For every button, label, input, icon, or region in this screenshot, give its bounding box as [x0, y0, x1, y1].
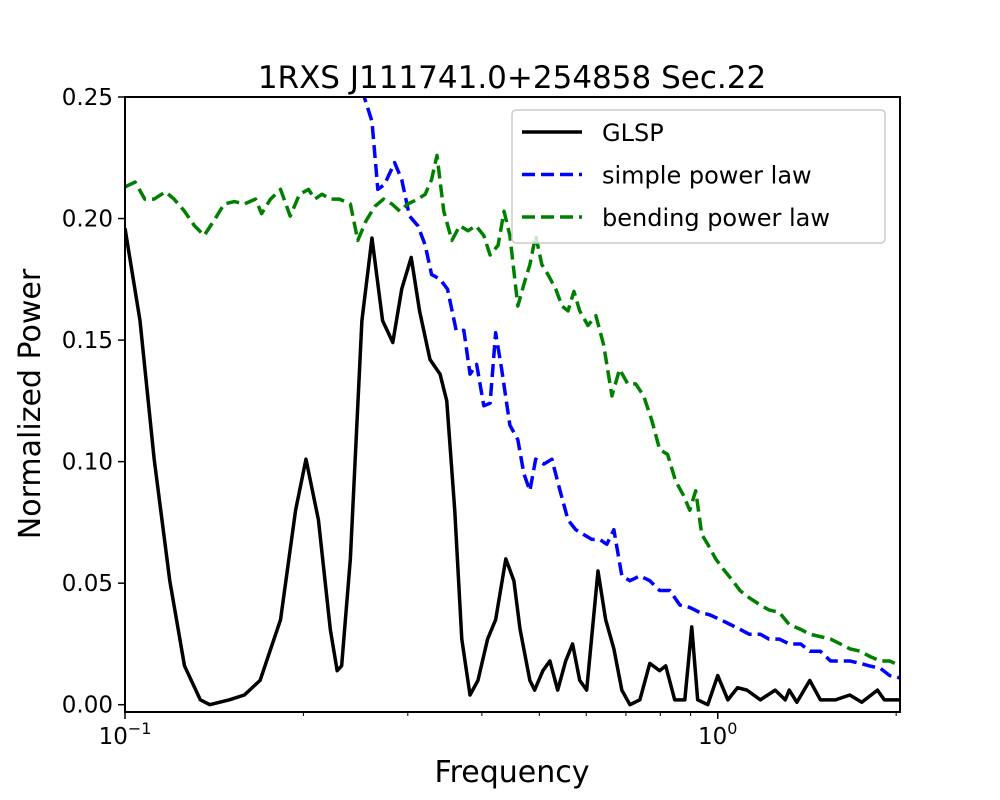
plot-lines [125, 97, 900, 707]
legend-box [511, 109, 886, 244]
x-axis-label: Frequency [435, 755, 590, 790]
legend-label: simple power law [602, 162, 812, 190]
x-tick-exponent: 0 [727, 719, 737, 738]
y-axis-label: Normalized Power [13, 268, 48, 539]
chart-title: 1RXS J111741.0+254858 Sec.22 [258, 60, 766, 96]
legend-label: GLSP [602, 119, 664, 147]
legend-label: bending power law [602, 204, 830, 232]
y-tick-label: 0.10 [62, 450, 113, 476]
series-line [362, 97, 900, 680]
y-tick-label: 0.00 [62, 693, 113, 719]
x-tick-base: 10 [698, 724, 727, 750]
series-line [125, 227, 900, 707]
plot-frame [124, 96, 901, 713]
y-tick-label: 0.15 [62, 328, 113, 354]
y-tick-label: 0.25 [62, 85, 113, 111]
x-tick-base: 10 [99, 724, 128, 750]
y-tick-label: 0.05 [62, 571, 113, 597]
x-tick-label: 10−1 [99, 719, 152, 750]
x-tick-label: 100 [698, 719, 737, 750]
legend: GLSP simple power law bending power law [511, 109, 886, 244]
y-tick-label: 0.20 [62, 207, 113, 233]
x-tick-exponent: −1 [128, 719, 152, 738]
